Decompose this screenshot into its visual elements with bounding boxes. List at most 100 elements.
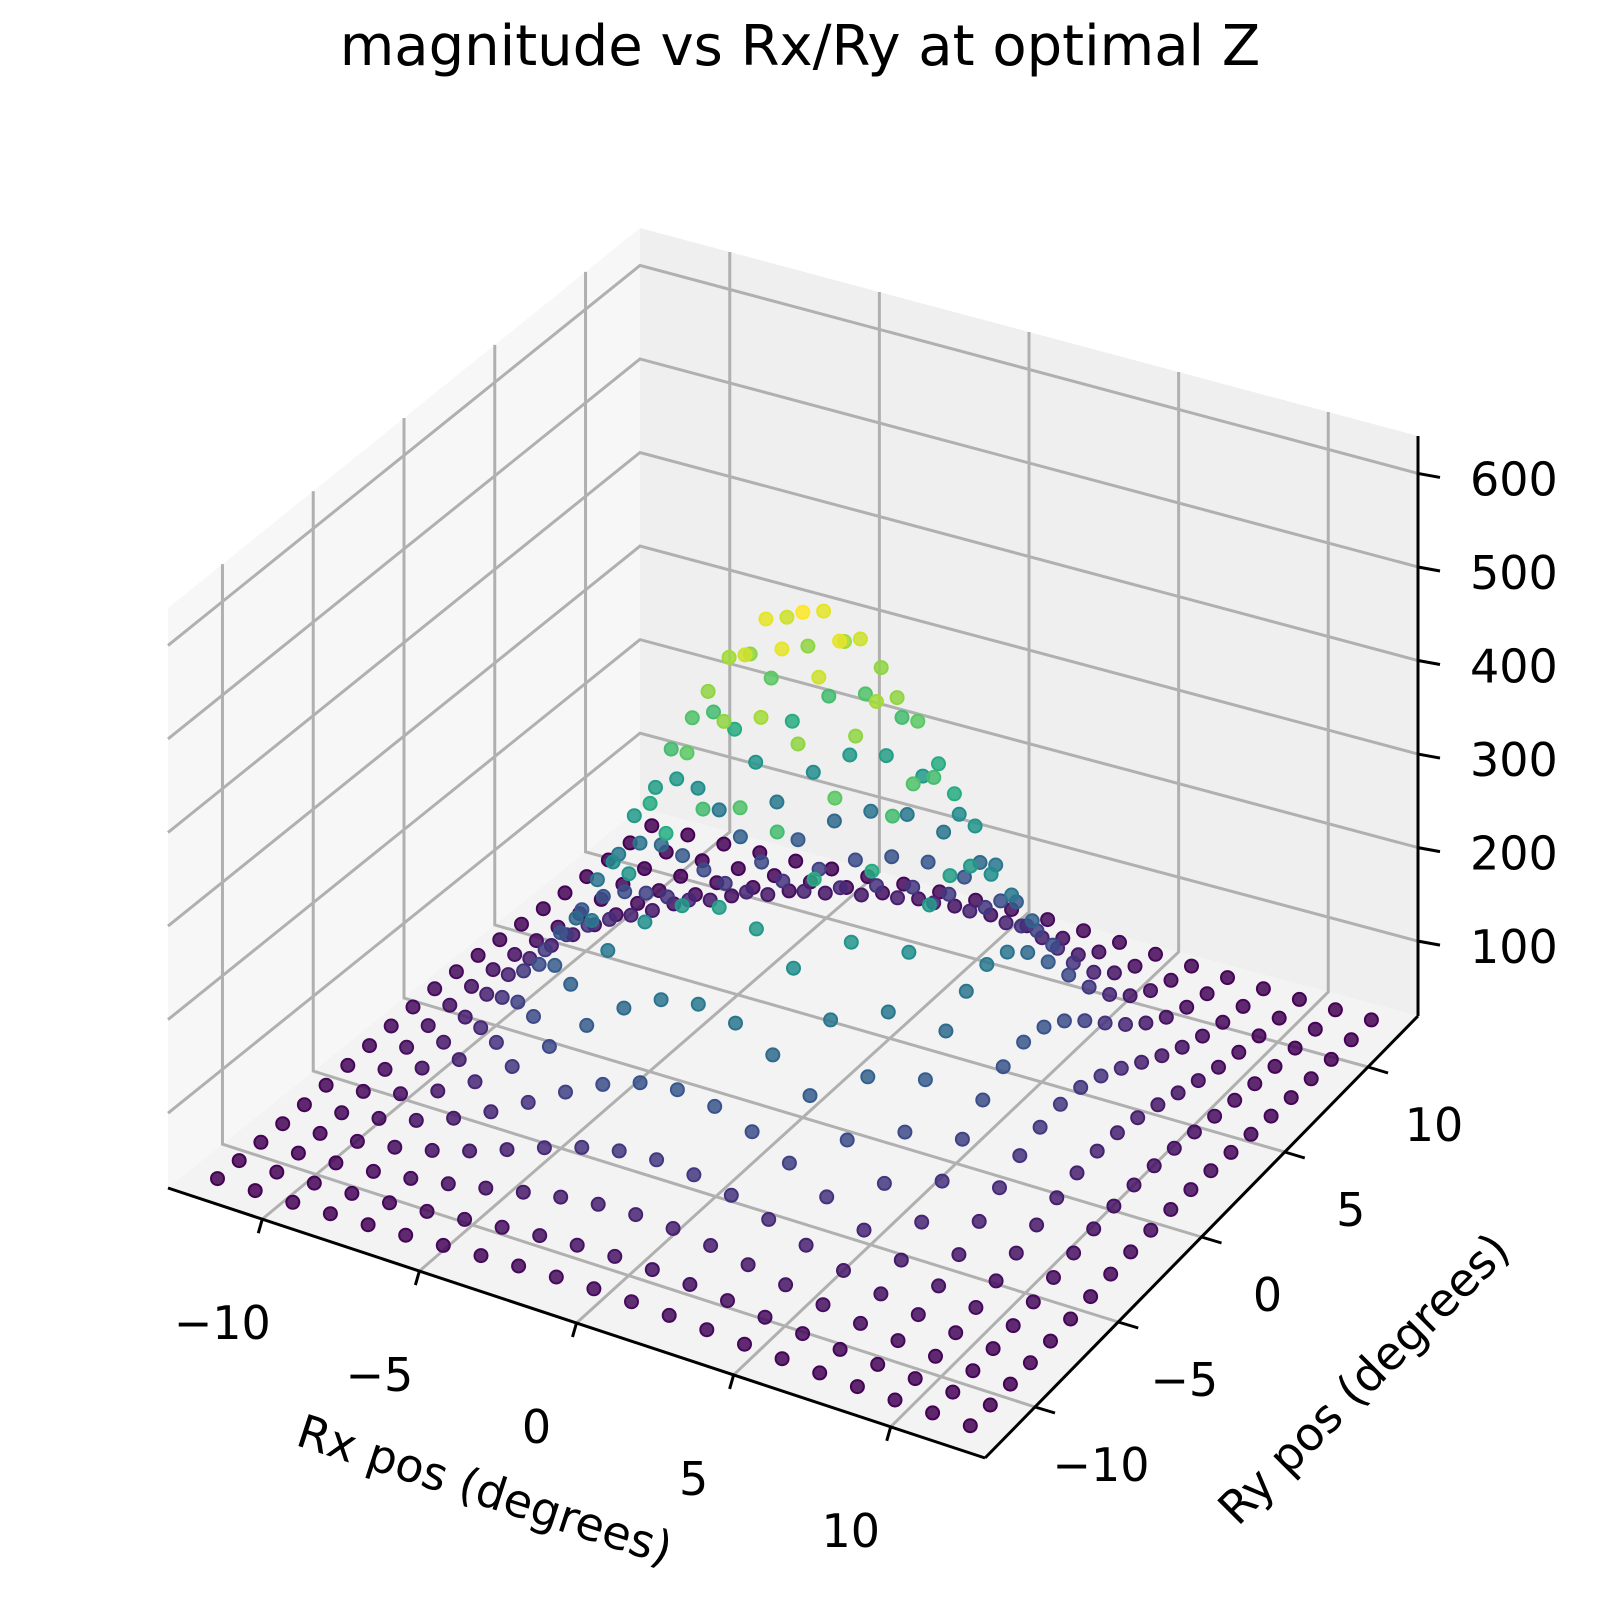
scatter-point <box>753 709 769 725</box>
scatter-point <box>1086 964 1102 980</box>
scatter-point <box>1036 1019 1052 1035</box>
scatter-point <box>1016 1034 1032 1050</box>
chart-title: magnitude vs Rx/Ry at optimal Z <box>339 14 1261 79</box>
scatter-point <box>344 1185 360 1201</box>
scatter-point <box>1143 1222 1159 1238</box>
scatter-point <box>1076 923 1091 939</box>
scatter-point <box>1046 1270 1061 1285</box>
scatter-point <box>1163 972 1179 988</box>
scatter-point <box>706 704 721 720</box>
scatter-point <box>1109 1125 1125 1141</box>
scatter-point <box>758 611 774 627</box>
scatter-point <box>802 1088 818 1104</box>
scatter-point <box>632 835 648 851</box>
scatter-point <box>427 981 443 997</box>
scatter-point <box>998 915 1014 931</box>
scatter-point <box>1040 912 1056 928</box>
scatter-point <box>954 1131 970 1147</box>
y-tick <box>1117 1320 1139 1330</box>
scatter-point <box>889 690 905 706</box>
scatter-point <box>488 1034 504 1050</box>
scatter-point <box>717 875 733 891</box>
grid-line-z <box>167 637 1419 1021</box>
scatter-point <box>1263 1108 1279 1124</box>
scatter-point <box>897 1124 913 1140</box>
y-tick <box>1201 1235 1222 1245</box>
scatter-point <box>658 825 674 841</box>
z-tick <box>1417 939 1441 947</box>
grid-line-y <box>311 491 1119 1324</box>
scatter-point <box>663 741 679 757</box>
scatter-point <box>355 1083 371 1099</box>
scatter-point <box>1190 1073 1206 1089</box>
grid-line-z <box>167 450 1419 834</box>
scatter-point <box>847 852 863 868</box>
scatter-point <box>680 827 696 843</box>
scatter-point <box>1307 1021 1323 1037</box>
scatter-point <box>832 1341 848 1357</box>
scatter-point <box>827 790 843 806</box>
scatter-point <box>1143 983 1158 999</box>
scatter-point <box>816 603 832 619</box>
scatter-point <box>711 802 727 818</box>
scatter-point <box>383 1018 399 1034</box>
scatter-point <box>595 1076 611 1092</box>
scatter-point <box>873 660 889 676</box>
scatter-point <box>349 1133 365 1149</box>
scatter-point <box>951 806 967 822</box>
scatter-point <box>1126 1177 1142 1193</box>
scatter-point <box>1243 1126 1259 1142</box>
scatter-point <box>520 1094 536 1110</box>
scatter-point <box>848 728 864 744</box>
scatter-point <box>1170 1085 1186 1101</box>
scatter-point <box>962 1418 978 1434</box>
scatter-point <box>377 1061 393 1077</box>
scatter-point <box>414 1060 430 1076</box>
scatter-point <box>983 866 999 882</box>
scatter-point <box>448 964 464 980</box>
scatter-point <box>306 1175 322 1191</box>
scatter-point <box>857 686 873 702</box>
scatter-point <box>946 786 962 802</box>
scatter-point <box>769 794 785 810</box>
scatter-point <box>707 1098 723 1114</box>
scatter-point <box>947 898 963 914</box>
scatter-point <box>494 1219 510 1235</box>
scatter-point <box>500 967 516 983</box>
scatter-point <box>1106 965 1122 981</box>
scatter-point <box>626 808 642 824</box>
scatter-point <box>457 1211 473 1227</box>
scatter-point <box>628 1207 644 1223</box>
scatter-point <box>607 1248 623 1264</box>
scatter-point <box>1271 1010 1287 1026</box>
scatter-point <box>547 957 563 973</box>
grid-line-z <box>167 263 1419 647</box>
scatter-point <box>408 1112 424 1128</box>
scatter-point <box>995 1059 1011 1075</box>
scatter-point <box>632 1075 648 1091</box>
scatter-point <box>931 1278 947 1294</box>
scatter-point <box>928 1348 943 1364</box>
scatter-point <box>511 1258 527 1274</box>
scatter-point <box>419 1203 435 1219</box>
scatter-point <box>382 1195 397 1211</box>
scatter-point <box>623 907 639 923</box>
scatter-point <box>528 933 544 949</box>
scatter-point <box>890 890 905 906</box>
scatter-point <box>231 1153 247 1169</box>
scatter-point <box>723 1187 739 1203</box>
scatter-point <box>951 1247 967 1263</box>
x-tick-label: 5 <box>679 1452 708 1506</box>
scatter-point <box>558 1084 573 1100</box>
grid-line-y <box>402 418 1202 1239</box>
scatter-point <box>832 633 848 649</box>
scatter-point <box>675 848 691 864</box>
scatter-point <box>659 889 675 905</box>
z-tick-label: 100 <box>1470 920 1558 974</box>
x-tick <box>571 1322 578 1338</box>
scatter-point <box>985 1341 1001 1357</box>
scatter-point <box>798 1237 814 1253</box>
scatter-point <box>403 1170 419 1186</box>
scatter-point <box>644 818 660 834</box>
